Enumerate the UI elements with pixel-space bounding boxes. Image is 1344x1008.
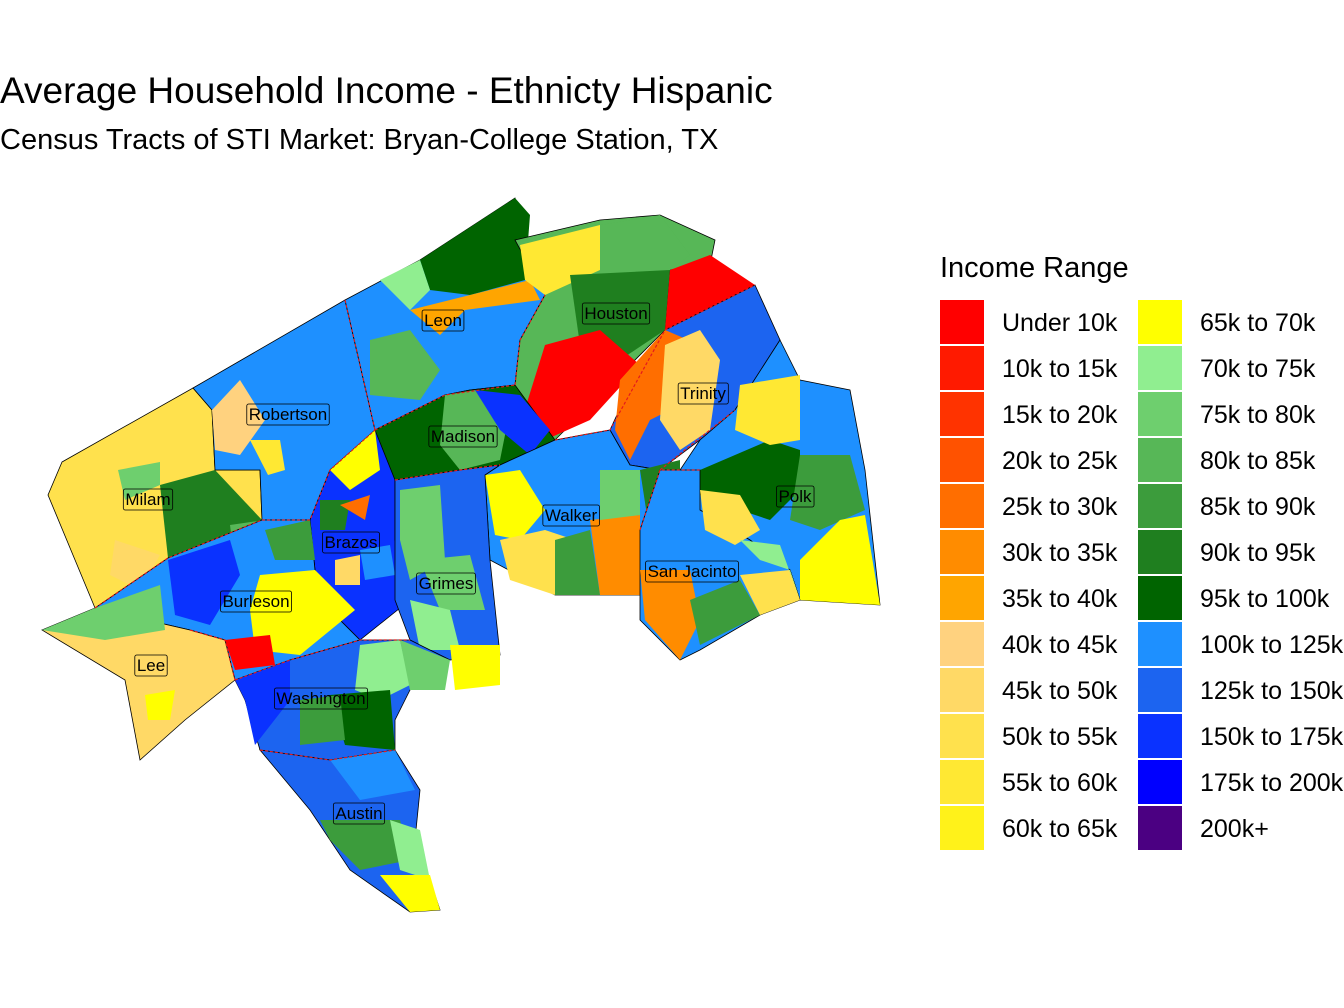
- svg-text:Robertson: Robertson: [249, 405, 327, 424]
- legend-swatch: [940, 760, 984, 804]
- legend-swatch: [940, 438, 984, 482]
- svg-text:Leon: Leon: [424, 311, 462, 330]
- legend-swatch: [1138, 392, 1182, 436]
- county-label-san-jacinto: San Jacinto: [645, 560, 739, 583]
- county-trinity: [609, 284, 781, 471]
- legend-swatch: [940, 622, 984, 666]
- legend-label: 80k to 85k: [1200, 447, 1316, 475]
- legend-label: 50k to 55k: [1002, 723, 1118, 751]
- legend-label: 85k to 90k: [1200, 493, 1316, 521]
- county-burleson: [94, 519, 361, 681]
- county-labels: Leon Houston Trinity Robertson Madison Milam W…: [122, 302, 815, 825]
- legend-label: 65k to 70k: [1200, 309, 1316, 337]
- legend-swatch: [1138, 806, 1182, 850]
- legend-swatch: [1138, 346, 1182, 390]
- legend-label: 70k to 75k: [1200, 355, 1316, 383]
- choropleth-map: Leon Houston Trinity Robertson Madison Milam W…: [41, 197, 881, 913]
- county-madison: [374, 384, 556, 481]
- county-label-robertson: Robertson: [246, 403, 330, 426]
- county-polk: [679, 339, 881, 606]
- county-label-burleson: Burleson: [220, 590, 292, 613]
- legend-swatch: [940, 806, 984, 850]
- svg-text:San Jacinto: San Jacinto: [648, 562, 737, 581]
- county-label-milam: Milam: [122, 488, 174, 511]
- legend-swatch: [1138, 714, 1182, 758]
- legend-label: 30k to 35k: [1002, 539, 1118, 567]
- county-brazos: [309, 429, 411, 641]
- legend-label: 35k to 40k: [1002, 585, 1118, 613]
- legend-swatch: [940, 300, 984, 344]
- svg-text:Burleson: Burleson: [222, 592, 289, 611]
- legend-label: Under 10k: [1002, 309, 1118, 337]
- svg-text:Lee: Lee: [137, 656, 165, 675]
- county-lee: [41, 585, 236, 761]
- county-label-trinity: Trinity: [677, 382, 729, 405]
- legend-swatch: [1138, 484, 1182, 528]
- svg-text:Polk: Polk: [778, 487, 812, 506]
- map-title: Average Household Income - Ethnicty Hisp…: [0, 70, 773, 111]
- legend-label: 20k to 25k: [1002, 447, 1118, 475]
- legend-label: 15k to 20k: [1002, 401, 1118, 429]
- legend-label: 100k to 125k: [1200, 631, 1344, 659]
- county-washington: [234, 639, 451, 761]
- county-borders: [94, 284, 756, 761]
- county-label-brazos: Brazos: [322, 531, 380, 554]
- legend-swatch: [940, 714, 984, 758]
- map-subtitle: Census Tracts of STI Market: Bryan-Colle…: [0, 124, 719, 156]
- county-label-washington: Washington: [274, 687, 368, 710]
- legend-label: 95k to 100k: [1200, 585, 1330, 613]
- svg-text:Milam: Milam: [125, 490, 170, 509]
- legend-swatch: [940, 346, 984, 390]
- svg-text:Trinity: Trinity: [680, 384, 726, 403]
- county-label-grimes: Grimes: [416, 572, 476, 595]
- county-label-lee: Lee: [134, 654, 168, 677]
- county-label-walker: Walker: [542, 504, 600, 527]
- svg-text:Washington: Washington: [276, 689, 365, 708]
- county-austin: [259, 749, 441, 913]
- legend-swatch: [1138, 300, 1182, 344]
- legend-label: 60k to 65k: [1002, 815, 1118, 843]
- legend-swatch: [1138, 668, 1182, 712]
- legend-label: 10k to 15k: [1002, 355, 1118, 383]
- svg-text:Brazos: Brazos: [325, 533, 378, 552]
- legend-label: 150k to 175k: [1200, 723, 1344, 751]
- county-houston: [514, 214, 755, 441]
- legend-label: 25k to 30k: [1002, 493, 1118, 521]
- legend-label: 90k to 95k: [1200, 539, 1316, 567]
- svg-text:Grimes: Grimes: [419, 574, 474, 593]
- legend-swatch: [940, 530, 984, 574]
- legend-swatch: [1138, 760, 1182, 804]
- legend-swatch: [1138, 576, 1182, 620]
- county-label-madison: Madison: [428, 425, 498, 448]
- county-grimes: [394, 464, 501, 690]
- legend-swatch: [1138, 438, 1182, 482]
- county-milam: [47, 387, 263, 609]
- county-label-austin: Austin: [332, 802, 386, 825]
- county-leon: [344, 197, 546, 431]
- svg-text:Houston: Houston: [584, 304, 647, 323]
- county-label-leon: Leon: [421, 309, 465, 332]
- svg-text:Madison: Madison: [431, 427, 495, 446]
- legend-title: Income Range: [940, 252, 1129, 284]
- legend-label: 40k to 45k: [1002, 631, 1118, 659]
- svg-text:Walker: Walker: [545, 506, 598, 525]
- legend-swatch: [940, 668, 984, 712]
- legend-swatch: [940, 484, 984, 528]
- legend-swatch: [940, 392, 984, 436]
- legend-label: 75k to 80k: [1200, 401, 1316, 429]
- svg-text:Austin: Austin: [335, 804, 382, 823]
- legend-swatch: [1138, 622, 1182, 666]
- legend-label: 175k to 200k: [1200, 769, 1344, 797]
- legend-label: 45k to 50k: [1002, 677, 1118, 705]
- county-sanjacinto: [639, 469, 801, 661]
- legend-swatch: [1138, 530, 1182, 574]
- county-label-houston: Houston: [581, 302, 651, 325]
- county-walker: [484, 429, 680, 596]
- legend-label: 55k to 60k: [1002, 769, 1118, 797]
- legend-label: 200k+: [1200, 815, 1269, 843]
- legend-swatch: [940, 576, 984, 620]
- county-label-polk: Polk: [776, 485, 815, 508]
- legend-label: 125k to 150k: [1200, 677, 1344, 705]
